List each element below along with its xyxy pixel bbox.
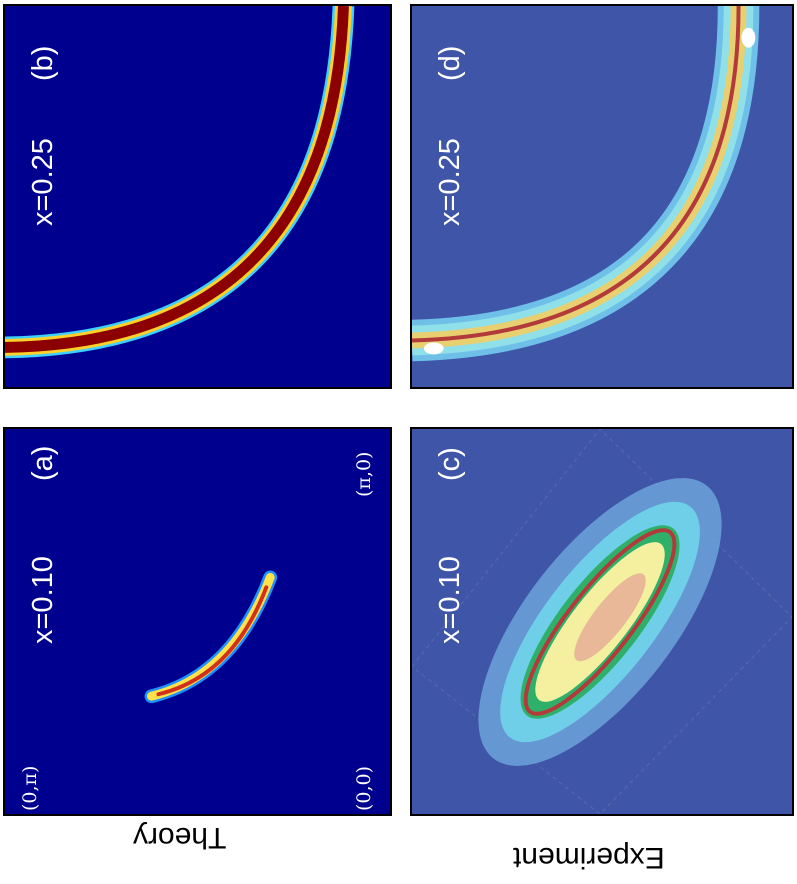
- corner-label-bottom-right: (π,0): [353, 451, 375, 497]
- doping-label: x=0.25: [27, 138, 59, 226]
- doping-label: x=0.10: [434, 556, 466, 644]
- panel-b: (b) x=0.25: [3, 4, 392, 389]
- panel-letter: (c): [434, 447, 466, 481]
- panel-letter: (b): [27, 45, 59, 81]
- fermi-arc-plot-a: [144, 570, 278, 704]
- panel-c: (c) x=0.10: [410, 427, 794, 816]
- panel-d: (d) x=0.25: [410, 4, 794, 389]
- row-label-experiment: Experiment: [513, 841, 665, 874]
- doping-label: x=0.10: [27, 556, 59, 644]
- panel-letter: (a): [27, 445, 59, 481]
- corner-label-top-left: (0,π): [19, 765, 41, 811]
- arpes-map-d: [412, 6, 760, 362]
- fermi-surface-plot-b: [5, 6, 355, 359]
- panel-a: (a) x=0.10 (0,π) (0,0) (π,0): [3, 427, 392, 816]
- doping-label: x=0.25: [434, 138, 466, 226]
- panel-letter: (d): [434, 45, 466, 81]
- corner-label-bottom-left: (0,0): [353, 765, 375, 811]
- row-label-theory: Theory: [133, 821, 227, 854]
- arpes-map-c: [412, 429, 792, 814]
